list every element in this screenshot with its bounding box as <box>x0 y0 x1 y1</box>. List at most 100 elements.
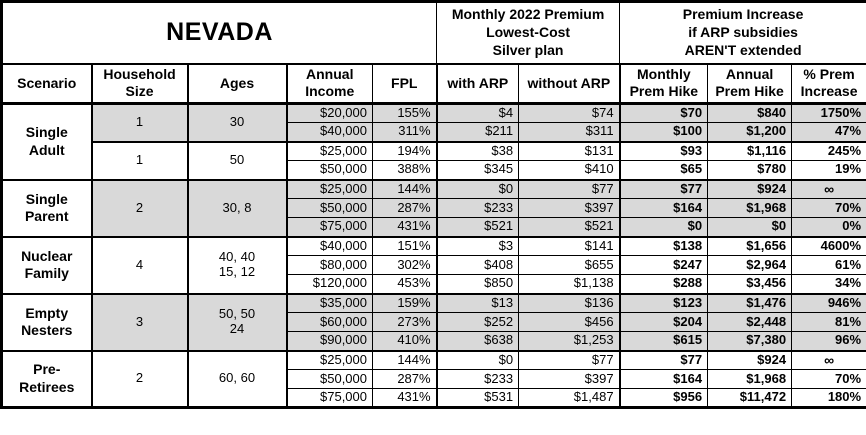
pct-prem-increase-cell: 61% <box>791 255 866 275</box>
monthly-prem-hike-cell: $164 <box>619 369 709 389</box>
fpl-cell: 287% <box>371 369 438 389</box>
increase-group-header: Premium Increase if ARP subsidies AREN'T… <box>619 1 866 65</box>
fpl-cell: 144% <box>371 179 438 199</box>
pct-prem-increase-cell: 96% <box>791 331 866 352</box>
fpl-cell: 410% <box>371 331 438 352</box>
monthly-prem-hike-cell: $164 <box>619 198 709 218</box>
pct-prem-increase-cell: 70% <box>791 369 866 389</box>
income-cell: $50,000 <box>286 160 373 181</box>
with-arp-cell: $233 <box>436 198 520 218</box>
table-row: Single Adult 1 30 $20,000 155% $4 $74 $70 $840 17… <box>1 103 866 181</box>
pct-prem-increase-cell: 180% <box>791 388 866 409</box>
with-arp-cell: $408 <box>436 255 520 275</box>
with-arp-cell: $531 <box>436 388 520 409</box>
column-header-scenario: Scenario <box>1 63 93 105</box>
table-row: Single Parent 2 30, 8 $25,000 144% $0 $77 $77 $9… <box>1 179 866 238</box>
with-arp-cell: $4 <box>436 103 520 123</box>
income-cell: $50,000 <box>286 369 373 389</box>
scenario-cell: Single Adult <box>1 103 93 181</box>
monthly-prem-hike-cell: $204 <box>619 312 709 332</box>
premium-group-header: Monthly 2022 Premium Lowest-Cost Silver … <box>436 1 621 65</box>
without-arp-cell: $141 <box>518 236 621 256</box>
fpl-cell: 431% <box>371 217 438 238</box>
column-header-with-arp: with ARP <box>436 63 520 105</box>
income-cell: $40,000 <box>286 122 373 143</box>
with-arp-cell: $0 <box>436 350 520 370</box>
fpl-cell: 287% <box>371 198 438 218</box>
with-arp-cell: $0 <box>436 179 520 199</box>
pct-prem-increase-cell: 946% <box>791 293 866 313</box>
annual-prem-hike-cell: $7,380 <box>707 331 793 352</box>
without-arp-cell: $136 <box>518 293 621 313</box>
column-header-without-arp: without ARP <box>518 63 621 105</box>
annual-prem-hike-cell: $1,116 <box>707 141 793 161</box>
monthly-prem-hike-cell: $615 <box>619 331 709 352</box>
table-row: $40,000 311% $211 $311 $100 $1,200 47% <box>2 122 866 143</box>
fpl-cell: 388% <box>371 160 438 181</box>
without-arp-cell: $397 <box>518 198 621 218</box>
income-cell: $40,000 <box>286 236 373 256</box>
income-cell: $90,000 <box>286 331 373 352</box>
table-row: $75,000 431% $531 $1,487 $956 $11,472 180% <box>2 388 866 409</box>
without-arp-cell: $410 <box>518 160 621 181</box>
income-cell: $25,000 <box>286 141 373 161</box>
pct-prem-increase-cell: 245% <box>791 141 866 161</box>
with-arp-cell: $3 <box>436 236 520 256</box>
annual-prem-hike-cell: $3,456 <box>707 274 793 295</box>
table-row: Pre- Retirees 2 60, 60 $25,000 144% $0 $77 $77 $… <box>1 350 866 409</box>
monthly-prem-hike-cell: $956 <box>619 388 709 409</box>
with-arp-cell: $13 <box>436 293 520 313</box>
annual-prem-hike-cell: $1,656 <box>707 236 793 256</box>
column-header-annual-prem-hike: Annual Prem Hike <box>707 63 793 105</box>
household-size-cell: 3 <box>91 293 189 352</box>
income-cell: $35,000 <box>286 293 373 313</box>
annual-prem-hike-cell: $780 <box>707 160 793 181</box>
without-arp-cell: $521 <box>518 217 621 238</box>
income-cell: $25,000 <box>286 179 373 199</box>
pct-prem-increase-cell: ∞ <box>791 350 866 370</box>
monthly-prem-hike-cell: $65 <box>619 160 709 181</box>
annual-prem-hike-cell: $1,968 <box>707 369 793 389</box>
annual-prem-hike-cell: $924 <box>707 179 793 199</box>
table-row: $90,000 410% $638 $1,253 $615 $7,380 96% <box>2 331 866 352</box>
ages-cell: 60, 60 <box>187 350 288 409</box>
annual-prem-hike-cell: $2,964 <box>707 255 793 275</box>
ages-cell: 30, 8 <box>187 179 288 238</box>
pct-prem-increase-cell: 70% <box>791 198 866 218</box>
annual-prem-hike-cell: $1,200 <box>707 122 793 143</box>
scenario-cell: Empty Nesters <box>1 293 93 352</box>
pct-prem-increase-cell: 4600% <box>791 236 866 256</box>
fpl-cell: 194% <box>371 141 438 161</box>
household-size-cell: 2 <box>91 179 189 238</box>
table-header: NEVADA Monthly 2022 Premium Lowest-Cost S… <box>0 1 866 105</box>
annual-prem-hike-cell: $1,968 <box>707 198 793 218</box>
monthly-prem-hike-cell: $247 <box>619 255 709 275</box>
monthly-prem-hike-cell: $77 <box>619 350 709 370</box>
annual-prem-hike-cell: $2,448 <box>707 312 793 332</box>
with-arp-cell: $850 <box>436 274 520 295</box>
table-row: Nuclear Family 4 40, 40 15, 12 $40,000 151% $… <box>1 236 866 295</box>
monthly-prem-hike-cell: $93 <box>619 141 709 161</box>
scenario-cell: Single Parent <box>1 179 93 238</box>
monthly-prem-hike-cell: $288 <box>619 274 709 295</box>
without-arp-cell: $77 <box>518 179 621 199</box>
without-arp-cell: $655 <box>518 255 621 275</box>
with-arp-cell: $638 <box>436 331 520 352</box>
ages-cell: 50 <box>187 141 288 181</box>
monthly-prem-hike-cell: $138 <box>619 236 709 256</box>
pct-prem-increase-cell: ∞ <box>791 179 866 199</box>
table-title: NEVADA <box>0 1 438 65</box>
annual-prem-hike-cell: $1,476 <box>707 293 793 313</box>
monthly-prem-hike-cell: $77 <box>619 179 709 199</box>
with-arp-cell: $252 <box>436 312 520 332</box>
with-arp-cell: $345 <box>436 160 520 181</box>
monthly-prem-hike-cell: $0 <box>619 217 709 238</box>
household-size-cell: 2 <box>91 350 189 409</box>
monthly-prem-hike-cell: $70 <box>619 103 709 123</box>
income-cell: $75,000 <box>286 388 373 409</box>
premium-comparison-table: NEVADA Monthly 2022 Premium Lowest-Cost S… <box>0 0 866 409</box>
fpl-cell: 431% <box>371 388 438 409</box>
without-arp-cell: $131 <box>518 141 621 161</box>
column-header-annual-income: Annual Income <box>286 63 373 105</box>
fpl-cell: 453% <box>371 274 438 295</box>
